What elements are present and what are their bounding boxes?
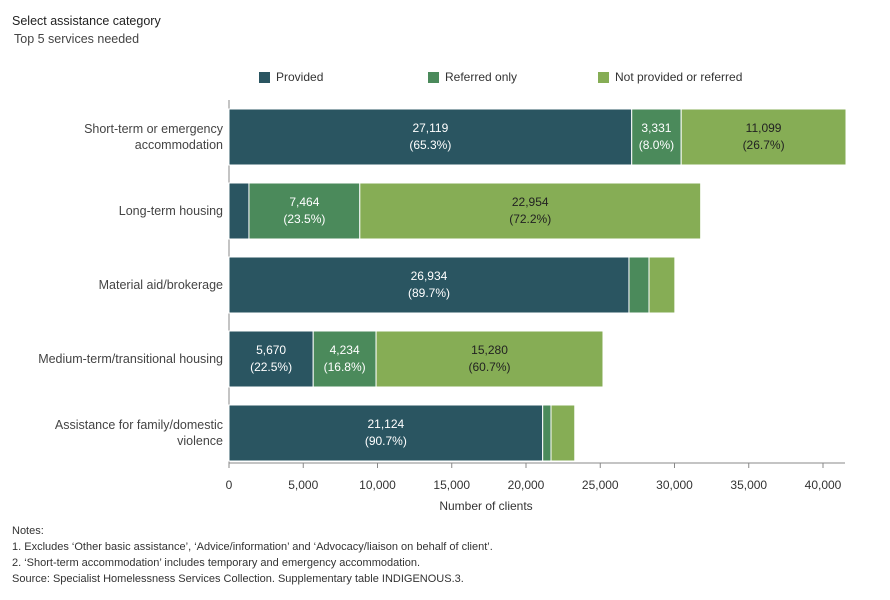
x-tick-label: 25,000	[582, 478, 619, 492]
x-tick-label: 15,000	[433, 478, 470, 492]
value-label: 4,234	[330, 343, 360, 357]
bar-segment	[228, 330, 314, 388]
bar-segment	[550, 404, 576, 462]
note: 1. Excludes ‘Other basic assistance’, ‘A…	[12, 541, 493, 553]
percent-label: (8.0%)	[639, 138, 674, 152]
value-label: 5,670	[256, 343, 286, 357]
x-tick-label: 0	[226, 478, 233, 492]
x-tick-label: 35,000	[730, 478, 767, 492]
percent-label: (90.7%)	[365, 434, 407, 448]
category-label: Short-term or emergency accommodation	[84, 122, 223, 152]
note: Source: Specialist Homelessness Services…	[12, 573, 464, 585]
legend-label: Not provided or referred	[615, 70, 742, 84]
percent-label: (72.2%)	[509, 212, 551, 226]
value-label: 11,099	[746, 121, 782, 135]
bar-segment	[375, 330, 604, 388]
category-label: Material aid/brokerage	[98, 278, 223, 292]
value-label: 15,280	[471, 343, 508, 357]
bar-segment	[228, 404, 544, 462]
percent-label: (16.8%)	[324, 360, 366, 374]
bar-segment	[228, 108, 633, 166]
subtitle: Top 5 services needed	[14, 32, 140, 46]
percent-label: (60.7%)	[469, 360, 511, 374]
legend-swatch	[598, 72, 609, 83]
x-tick-label: 5,000	[288, 478, 318, 492]
note: Notes:	[12, 525, 44, 537]
x-tick-label: 40,000	[805, 478, 842, 492]
category-label: Long-term housing	[118, 204, 223, 218]
bar-segment	[628, 256, 650, 314]
value-label: 3,331	[641, 121, 671, 135]
note: 2. ‘Short-term accommodation’ includes t…	[12, 557, 420, 569]
value-label: 27,119	[412, 121, 448, 135]
bar-segment	[248, 182, 361, 240]
percent-label: (89.7%)	[408, 286, 450, 300]
percent-label: (26.7%)	[743, 138, 785, 152]
x-tick-label: 20,000	[508, 478, 545, 492]
x-tick-label: 10,000	[359, 478, 396, 492]
legend-label: Provided	[276, 70, 323, 84]
bar-segment	[228, 256, 630, 314]
category-label: Medium-term/transitional housing	[38, 352, 223, 366]
bar-segment	[359, 182, 702, 240]
bar-segment	[648, 256, 676, 314]
legend-swatch	[428, 72, 439, 83]
value-label: 22,954	[512, 195, 549, 209]
percent-label: (65.3%)	[409, 138, 451, 152]
legend-label: Referred only	[445, 70, 517, 84]
bar-segment	[542, 404, 552, 462]
value-label: 7,464	[289, 195, 319, 209]
value-label: 26,934	[411, 269, 448, 283]
x-tick-label: 30,000	[656, 478, 693, 492]
legend-swatch	[259, 72, 270, 83]
percent-label: (23.5%)	[283, 212, 325, 226]
title: Select assistance category	[12, 14, 161, 28]
bar-segment	[631, 108, 682, 166]
bar-segment	[228, 182, 250, 240]
x-axis-label: Number of clients	[439, 499, 532, 513]
bar-segment	[680, 108, 847, 166]
percent-label: (22.5%)	[250, 360, 292, 374]
category-label: Assistance for family/domestic violence	[54, 418, 223, 448]
value-label: 21,124	[367, 417, 404, 431]
bar-segment	[312, 330, 377, 388]
